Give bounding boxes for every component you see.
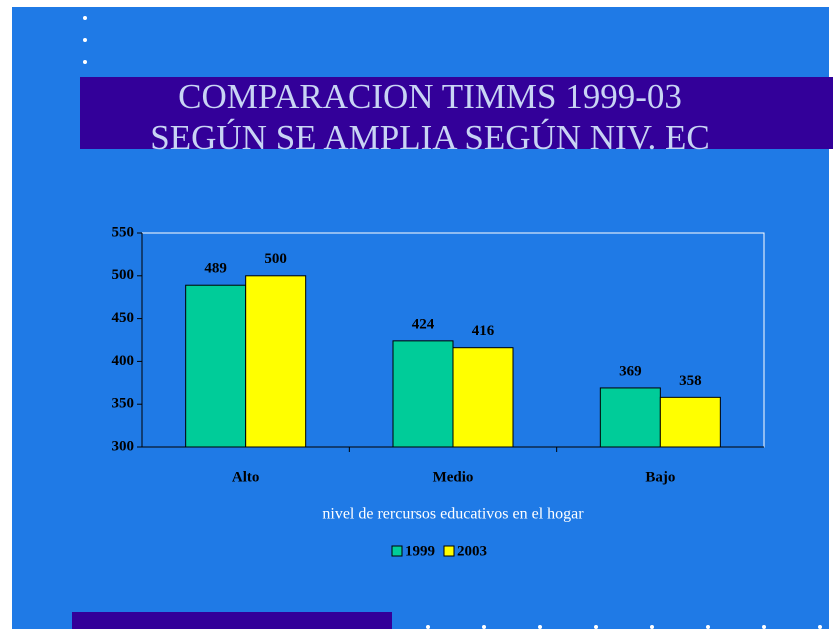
x-tick-label: Medio bbox=[433, 469, 474, 485]
value-label: 369 bbox=[619, 363, 642, 379]
value-label: 358 bbox=[679, 373, 702, 389]
value-label: 500 bbox=[264, 251, 287, 267]
bar bbox=[599, 387, 661, 448]
x-axis-title: nivel de rercursos educativos en el hoga… bbox=[322, 506, 584, 523]
bar bbox=[452, 347, 514, 448]
chart-title: SEGÚN SE AMPLIA SEGÚN NIV. EC bbox=[150, 117, 709, 157]
x-tick-label: Bajo bbox=[645, 469, 675, 485]
value-label: 489 bbox=[204, 261, 227, 277]
y-tick-label: 400 bbox=[112, 353, 135, 369]
y-tick-label: 500 bbox=[112, 267, 135, 283]
footer-band bbox=[72, 612, 392, 629]
bar bbox=[392, 340, 454, 448]
title-band bbox=[80, 77, 833, 149]
value-label: 424 bbox=[412, 316, 435, 332]
y-tick-label: 550 bbox=[112, 224, 135, 240]
chart-title: COMPARACION TIMMS 1999-03 bbox=[178, 77, 682, 116]
y-tick-label: 450 bbox=[112, 310, 135, 326]
y-tick-label: 350 bbox=[112, 396, 135, 412]
legend-label: 1999 bbox=[405, 543, 435, 559]
legend-label: 2003 bbox=[457, 543, 487, 559]
legend-swatch bbox=[391, 545, 403, 557]
bar bbox=[659, 396, 721, 448]
bar bbox=[245, 275, 307, 448]
legend-swatch bbox=[443, 545, 455, 557]
decor-dots bbox=[83, 16, 822, 629]
bar bbox=[185, 284, 247, 448]
value-label: 416 bbox=[472, 323, 495, 339]
x-tick-label: Alto bbox=[232, 469, 260, 485]
y-tick-label: 300 bbox=[112, 438, 135, 454]
